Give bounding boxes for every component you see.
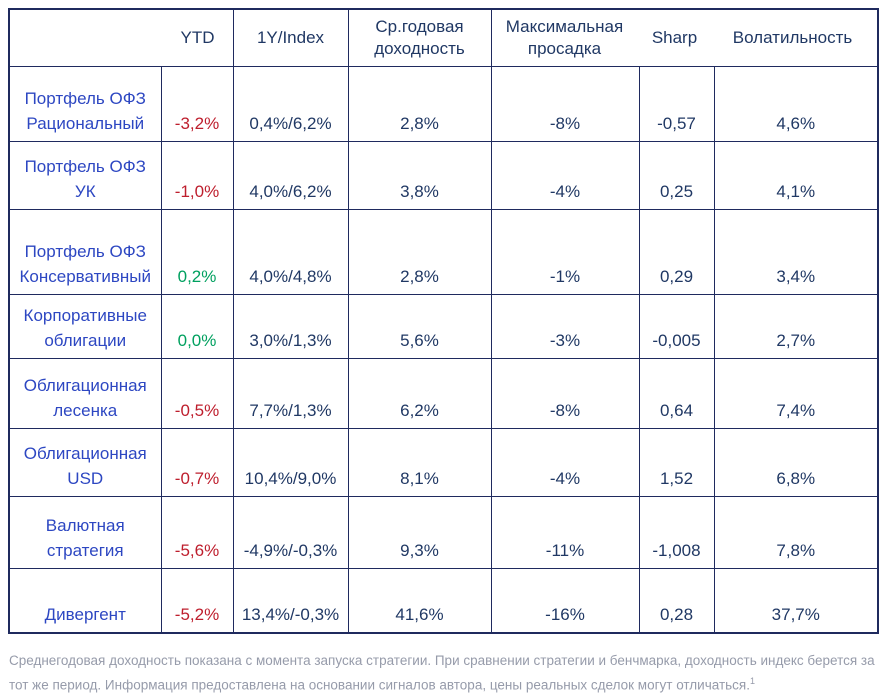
table-row: Корпоративные облигации 0,0% 3,0%/1,3% 5,6% -… [8, 293, 879, 359]
footnote-line-1: Среднегодовая доходность показана с моме… [9, 653, 875, 668]
avg-annual-return-value: 5,6% [347, 293, 492, 359]
ytd-value: -0,7% [160, 427, 234, 497]
sharp-value: -0,005 [638, 293, 715, 359]
header-avg-return-label: Ср.годовая доходность [347, 8, 492, 67]
table-row: Облигационная USD -0,7% 10,4%/9,0% 8,1% -4% 1,… [8, 427, 879, 497]
strategy-name: Портфель ОФЗ УК [8, 140, 162, 210]
footnote: Среднегодовая доходность показана с моме… [9, 651, 875, 696]
strategy-name: Портфель ОФЗ Консервативный [8, 208, 162, 295]
table-row: Валютная стратегия -5,6% -4,9%/-0,3% 9,3% -11… [8, 495, 879, 569]
volatility-value: 2,7% [713, 293, 879, 359]
ytd-value: -1,0% [160, 140, 234, 210]
strategy-name: Облигационная USD [8, 427, 162, 497]
strategy-name: Портфель ОФЗ Рациональный [8, 65, 162, 142]
volatility-value: 7,8% [713, 495, 879, 569]
sharp-value: 0,28 [638, 567, 715, 634]
avg-annual-return-value: 9,3% [347, 495, 492, 569]
header-1y-index-label: 1Y/Index [232, 8, 349, 67]
strategy-name: Дивергент [8, 567, 162, 634]
ytd-value: -0,5% [160, 357, 234, 429]
volatility-value: 3,4% [713, 208, 879, 295]
one-year-vs-index-value: 10,4%/9,0% [232, 427, 349, 497]
footnote-line-2: тот же период. Информация предоставлена … [9, 677, 750, 693]
ytd-value: 0,0% [160, 293, 234, 359]
one-year-vs-index-value: 4,0%/4,8% [232, 208, 349, 295]
table-row: Портфель ОФЗ УК -1,0% 4,0%/6,2% 3,8% -4% 0,25 4… [8, 140, 879, 210]
volatility-value: 7,4% [713, 357, 879, 429]
sharp-value: -1,008 [638, 495, 715, 569]
ytd-value: -5,6% [160, 495, 234, 569]
table-row: Портфель ОФЗ Консервативный 0,2% 4,0%/4,8% 2… [8, 208, 879, 295]
strategy-performance-table: YTD 1Y/Index Ср.годовая доходность Макси… [8, 8, 879, 634]
avg-annual-return-value: 2,8% [347, 208, 492, 295]
max-drawdown-value: -8% [490, 65, 640, 142]
max-drawdown-value: -16% [490, 567, 640, 634]
one-year-vs-index-value: 7,7%/1,3% [232, 357, 349, 429]
header-ytd-label: YTD [180, 27, 215, 47]
max-drawdown-value: -11% [490, 495, 640, 569]
volatility-value: 4,1% [713, 140, 879, 210]
table-row: Облигационная лесенка -0,5% 7,7%/1,3% 6,2% -8… [8, 357, 879, 429]
one-year-vs-index-value: 0,4%/6,2% [232, 65, 349, 142]
max-drawdown-value: -1% [490, 208, 640, 295]
avg-annual-return-value: 3,8% [347, 140, 492, 210]
one-year-vs-index-value: -4,9%/-0,3% [232, 495, 349, 569]
header-volatility-label: Волатильность [732, 27, 853, 47]
volatility-value: 37,7% [713, 567, 879, 634]
max-drawdown-value: -8% [490, 357, 640, 429]
volatility-value: 4,6% [713, 65, 879, 142]
max-drawdown-value: -3% [490, 293, 640, 359]
one-year-vs-index-value: 3,0%/1,3% [232, 293, 349, 359]
table-body: Портфель ОФЗ Рациональный -3,2% 0,4%/6,2% 2,… [8, 65, 879, 634]
sharp-value: -0,57 [638, 65, 715, 142]
strategy-name: Валютная стратегия [8, 495, 162, 569]
one-year-vs-index-value: 13,4%/-0,3% [232, 567, 349, 634]
sharp-value: 0,29 [638, 208, 715, 295]
header-max-drawdown-label: Максимальная просадка [505, 16, 624, 58]
volatility-value: 6,8% [713, 427, 879, 497]
footnote-superscript: 1 [749, 676, 755, 686]
one-year-vs-index-value: 4,0%/6,2% [232, 140, 349, 210]
sharp-value: 0,64 [638, 357, 715, 429]
table-header: YTD 1Y/Index Ср.годовая доходность Макси… [8, 8, 879, 67]
max-drawdown-value: -4% [490, 140, 640, 210]
header-sharp-label: Sharp [651, 27, 698, 47]
avg-annual-return-value: 8,1% [347, 427, 492, 497]
header-row: YTD 1Y/Index Ср.годовая доходность Макси… [8, 8, 879, 67]
sharp-value: 1,52 [638, 427, 715, 497]
ytd-value: -5,2% [160, 567, 234, 634]
table-row: Дивергент -5,2% 13,4%/-0,3% 41,6% -16% 0,28 37… [8, 567, 879, 634]
max-drawdown-value: -4% [490, 427, 640, 497]
sharp-value: 0,25 [638, 140, 715, 210]
avg-annual-return-value: 41,6% [347, 567, 492, 634]
ytd-value: -3,2% [160, 65, 234, 142]
header-name-ytd-cell: YTD [8, 8, 234, 67]
strategy-name: Облигационная лесенка [8, 357, 162, 429]
table-row: Портфель ОФЗ Рациональный -3,2% 0,4%/6,2% 2,… [8, 65, 879, 142]
avg-annual-return-value: 6,2% [347, 357, 492, 429]
header-risk-metrics-cell: Максимальная просадка Sharp Волатильност… [490, 8, 879, 67]
avg-annual-return-value: 2,8% [347, 65, 492, 142]
strategy-name: Корпоративные облигации [8, 293, 162, 359]
ytd-value: 0,2% [160, 208, 234, 295]
